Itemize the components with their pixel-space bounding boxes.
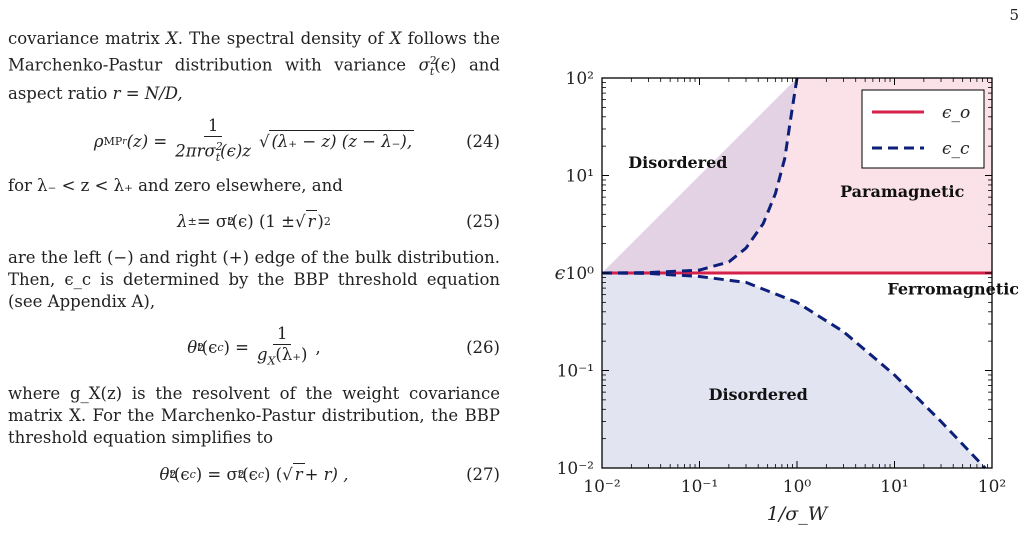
equation-24: ρ MP r (z) = 1 2πrσ2t(ϵ)z √ (λ₊ − z) (z − λ₋)… [93, 115, 500, 164]
paragraph-3: are the left (−) and right (+) edge of t… [8, 247, 500, 311]
legend-label: ϵ_o [942, 103, 970, 123]
equation-27: θ 2 t (ϵ c) = σ 2 t (ϵ c) (√ r + r) , (27) [159, 463, 500, 485]
region-disordered-lower [602, 273, 986, 468]
y-tick-label: 10⁻¹ [557, 362, 594, 382]
series-epsilon-c-upper-line [601, 77, 799, 275]
equation-26: θ 2 t (ϵ c) = 1 gX(λ₊), (26) [187, 324, 500, 368]
x-tick-label: 10⁰ [783, 477, 812, 497]
equation-number: (26) [466, 337, 500, 357]
y-tick-label: 10¹ [566, 167, 594, 187]
region-disordered-upper [602, 78, 797, 273]
region-label: Disordered [709, 385, 808, 404]
x-tick-label: 10¹ [880, 477, 908, 497]
y-tick-label: 10² [566, 69, 594, 89]
paragraph-2: for λ₋ < z < λ₊ and zero elsewhere, and [8, 175, 343, 195]
y-tick-label: 10⁰ [566, 264, 595, 284]
equation-25: λ ± = σ 2 t (ϵ) (1 ± √ r) 2 (25) [177, 210, 500, 232]
page-number: 5 [1009, 6, 1019, 24]
text-column: covariance matrix X. The spectral densit… [8, 28, 500, 489]
phase-diagram-chart: 10⁻² 10⁻¹ 10⁰ 10¹ 10² 10⁻² 10⁻¹ 10⁰ 10¹ 10² 1/σ_W ϵ… [555, 69, 1020, 525]
x-tick-label: 10⁻¹ [681, 477, 718, 497]
paragraph-4: where g_X(z) is the resolvent of the wei… [8, 383, 500, 447]
series-epsilon-c-lower-line [601, 271, 987, 470]
region-label: Ferromagnetic [887, 280, 1019, 299]
x-tick-label: 10⁻² [583, 477, 620, 497]
paragraph-1: covariance matrix X. The spectral densit… [8, 29, 500, 103]
equation-number: (27) [466, 464, 500, 484]
x-tick-label: 10² [978, 477, 1006, 497]
y-tick-label: 10⁻² [557, 459, 594, 479]
region-label: Paramagnetic [840, 182, 965, 201]
equation-number: (25) [466, 211, 500, 231]
legend-box [861, 89, 985, 169]
equation-number: (24) [466, 131, 500, 151]
y-axis-label: ϵ [555, 262, 566, 284]
x-axis-label: 1/σ_W [767, 503, 829, 525]
legend-label: ϵ_c [942, 139, 970, 159]
region-label: Disordered [628, 153, 727, 172]
region-ferromagnetic [602, 273, 992, 468]
